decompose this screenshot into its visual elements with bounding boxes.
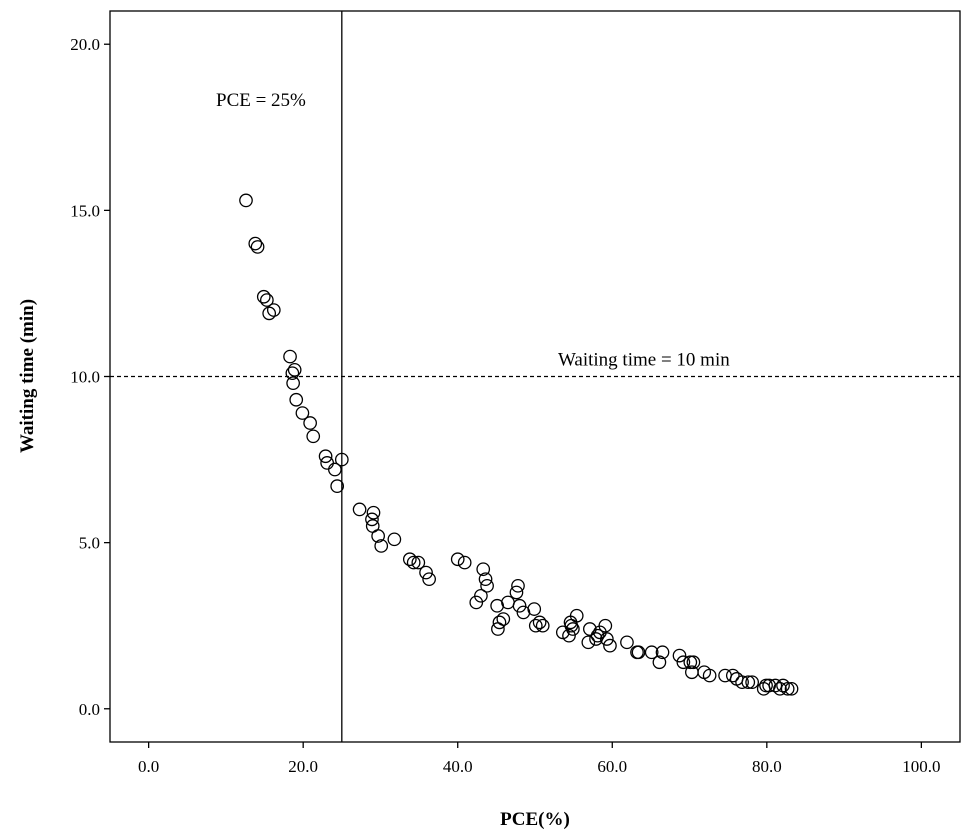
scatter-point: [741, 675, 756, 690]
scatter-point: [295, 406, 310, 420]
scatter-point: [776, 678, 790, 693]
scatter-point: [780, 681, 795, 696]
scatter-point: [318, 449, 333, 464]
scatter-point: [652, 655, 667, 670]
x-tick-label: 80.0: [752, 757, 782, 776]
y-tick-label: 20.0: [70, 35, 100, 54]
scatter-point: [474, 588, 488, 603]
scatter-point: [768, 678, 783, 693]
scatter-point: [480, 578, 494, 593]
scatter-point: [387, 532, 402, 547]
pce-reference-label: PCE = 25%: [216, 90, 306, 111]
scatter-point: [676, 655, 691, 670]
scatter-point: [285, 366, 300, 381]
scatter-point: [239, 193, 253, 208]
scatter-point: [672, 648, 687, 663]
scatter-point: [478, 572, 493, 587]
scatter-point: [590, 628, 605, 643]
scatter-point: [655, 645, 670, 660]
scatter-point: [600, 632, 614, 646]
scatter-point: [457, 555, 472, 570]
scatter-point: [334, 452, 349, 467]
scatter-point: [535, 618, 550, 633]
x-tick-label: 40.0: [443, 757, 473, 776]
y-tick-label: 15.0: [70, 201, 100, 220]
scatter-point: [598, 618, 613, 633]
x-axis-title: PCE(%): [500, 809, 570, 830]
scatter-point: [509, 585, 524, 600]
scatter-point: [644, 645, 659, 660]
x-tick-label: 60.0: [597, 757, 627, 776]
scatter-point: [260, 293, 274, 307]
scatter-point: [528, 618, 543, 633]
y-tick-label: 0.0: [79, 700, 100, 719]
scatter-point: [303, 416, 317, 430]
scatter-point: [330, 479, 345, 493]
scatter-point: [569, 608, 584, 623]
scatter-point: [511, 578, 525, 593]
scatter-point: [287, 363, 302, 377]
scatter-point: [581, 635, 596, 650]
waiting-time-reference-label: Waiting time = 10 min: [558, 350, 730, 371]
scatter-point: [419, 565, 433, 580]
scatter-point: [328, 462, 342, 477]
scatter-point: [306, 429, 321, 444]
scatter-point: [725, 668, 740, 683]
scatter-point: [289, 392, 304, 407]
scatter-point: [745, 675, 759, 690]
scatter-point: [702, 668, 717, 683]
scatter-point: [371, 529, 385, 543]
scatter-point: [631, 645, 646, 660]
scatter-point: [562, 628, 576, 643]
scatter-point: [411, 555, 426, 570]
x-tick-label: 0.0: [138, 757, 159, 776]
scatter-point: [718, 668, 732, 683]
scatter-point: [266, 303, 281, 317]
scatter-point: [566, 622, 580, 636]
scatter-point: [759, 678, 773, 693]
scatter-point: [374, 539, 389, 553]
scatter-point: [784, 681, 799, 696]
scatter-point: [527, 602, 542, 616]
scatter-point: [402, 552, 417, 567]
x-tick-label: 20.0: [288, 757, 318, 776]
scatter-point: [406, 555, 421, 570]
scatter-point: [476, 562, 491, 577]
scatter-point: [603, 638, 617, 653]
y-tick-label: 10.0: [70, 368, 100, 387]
scatter-point: [283, 349, 297, 364]
scatter-point: [532, 615, 547, 630]
scatter-point: [686, 655, 701, 670]
scatter-point: [683, 655, 698, 670]
scatter-point: [286, 376, 300, 390]
scatter-point: [773, 681, 787, 696]
scatter-point: [365, 512, 379, 527]
scatter-point: [250, 240, 265, 254]
scatter-point: [450, 552, 465, 567]
scatter-point: [366, 505, 381, 520]
scatter-point: [248, 236, 263, 251]
y-axis-title: Waiting time (min): [17, 299, 38, 453]
scatter-point: [496, 612, 511, 626]
scatter-point: [492, 615, 507, 630]
scatter-point: [501, 595, 515, 610]
scatter-point: [352, 502, 367, 517]
scatter-point: [735, 675, 749, 690]
scatter-point: [620, 635, 634, 650]
scatter-point: [262, 306, 277, 321]
scatter-point: [256, 289, 271, 304]
scatter-point: [512, 598, 527, 613]
x-tick-label: 100.0: [902, 757, 940, 776]
scatter-point: [422, 572, 436, 587]
y-tick-label: 5.0: [79, 534, 100, 553]
